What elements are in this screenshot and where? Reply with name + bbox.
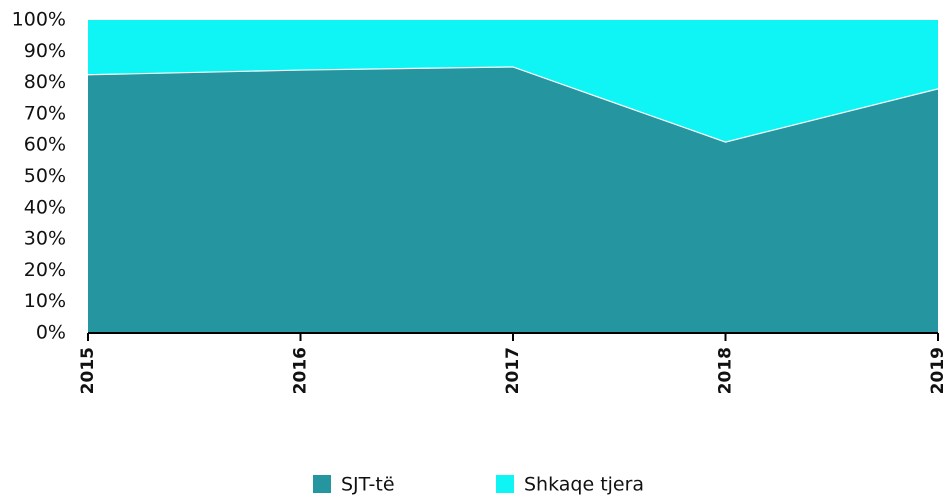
x-tick-label: 2016 <box>291 347 311 394</box>
legend-label: SJT-të <box>341 474 395 496</box>
y-tick-label: 40% <box>24 196 66 218</box>
y-tick-label: 80% <box>24 71 66 93</box>
legend-swatch <box>313 475 331 493</box>
y-tick-label: 10% <box>24 290 66 312</box>
x-tick-label: 2017 <box>503 347 523 394</box>
y-tick-label: 60% <box>24 134 66 156</box>
y-tick-label: 90% <box>24 40 66 62</box>
x-tick-label: 2015 <box>78 347 98 394</box>
legend-swatch <box>496 475 514 493</box>
y-tick-label: 30% <box>24 228 66 250</box>
x-tick-label: 2019 <box>928 347 948 394</box>
y-tick-label: 0% <box>36 322 66 344</box>
area <box>88 20 938 143</box>
y-tick-label: 100% <box>12 9 66 31</box>
y-tick-label: 20% <box>24 259 66 281</box>
area <box>88 66 938 333</box>
y-tick-label: 50% <box>24 165 66 187</box>
y-tick-label: 70% <box>24 102 66 124</box>
x-tick-label: 2018 <box>716 347 736 394</box>
boundary-line <box>87 66 939 143</box>
legend-label: Shkaqe tjera <box>524 474 644 496</box>
